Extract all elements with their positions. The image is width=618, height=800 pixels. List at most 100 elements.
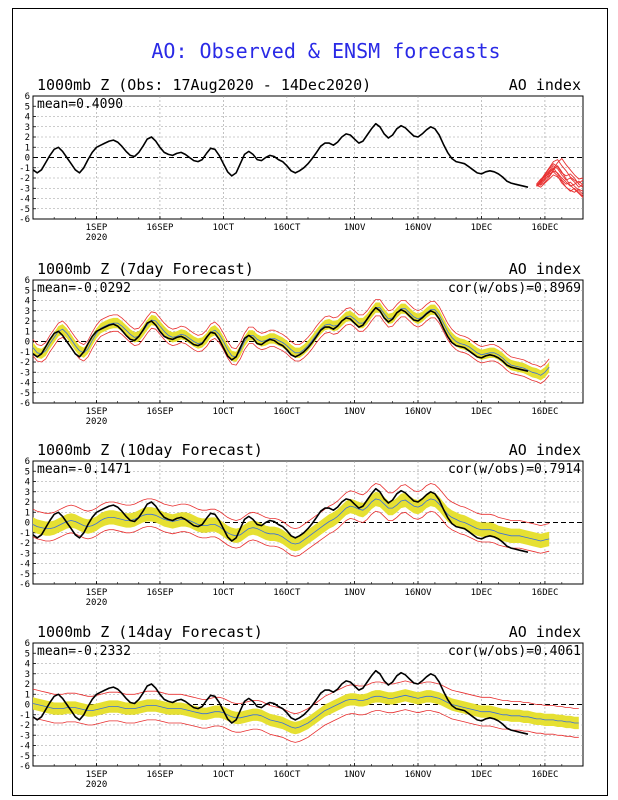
figure-frame <box>12 8 608 796</box>
series-ensemble_mean <box>32 307 550 376</box>
stat-correlation: cor(w/obs)=0.8969 <box>448 281 581 296</box>
x-tick-label: 1OCT <box>213 407 235 417</box>
series-observed <box>32 122 529 188</box>
panel-right-label: AO index <box>509 441 581 459</box>
y-tick-label: 0 <box>25 701 30 711</box>
y-tick-label: 5 <box>25 286 30 296</box>
series-spread_min <box>32 315 550 384</box>
x-tick-label: 1SEP <box>86 407 108 417</box>
x-tick-label: 16NOV <box>404 588 432 598</box>
y-tick-label: -5 <box>19 570 30 580</box>
y-tick-label: -4 <box>19 195 30 205</box>
y-tick-label: 2 <box>25 498 30 508</box>
y-tick-label: 1 <box>25 327 30 337</box>
y-tick-label: 5 <box>25 649 30 659</box>
y-tick-label: -2 <box>19 174 30 184</box>
x-tick-year: 2020 <box>86 417 108 427</box>
x-tick-label: 1SEP <box>86 770 108 780</box>
series-member-8 <box>536 171 584 197</box>
y-tick-label: 5 <box>25 467 30 477</box>
y-tick-label: 2 <box>25 133 30 143</box>
x-tick-label: 16SEP <box>146 407 174 417</box>
y-tick-label: 4 <box>25 660 30 670</box>
panel-2: 1000mb Z (7day Forecast) AO index6543210-… <box>19 260 584 427</box>
panel-title: 1000mb Z (10day Forecast) <box>37 441 263 459</box>
x-tick-label: 1NOV <box>344 588 366 598</box>
y-tick-label: -2 <box>19 358 30 368</box>
y-tick-label: 6 <box>25 276 30 286</box>
x-tick-label: 16NOV <box>404 770 432 780</box>
y-tick-label: 2 <box>25 317 30 327</box>
panel-right-label: AO index <box>509 260 581 278</box>
ensemble-spread-band <box>33 302 550 381</box>
ensemble-spread-band <box>33 491 550 552</box>
panel-4: 1000mb Z (14day Forecast) AO index 6543210… <box>19 623 584 790</box>
series-ensemble_mean <box>32 498 550 545</box>
stat-mean: mean=-0.2332 <box>37 644 131 659</box>
x-tick-label: 16SEP <box>146 770 174 780</box>
y-tick-label: -6 <box>19 399 30 409</box>
series-member-5 <box>536 159 584 187</box>
x-tick-label: 16OCT <box>273 770 301 780</box>
series-spread_max <box>32 680 579 715</box>
series-member-9 <box>536 165 584 188</box>
y-tick-label: 1 <box>25 143 30 153</box>
y-tick-label: -2 <box>19 539 30 549</box>
x-tick-label: 1OCT <box>213 770 235 780</box>
x-tick-label: 16NOV <box>404 407 432 417</box>
y-tick-label: -6 <box>19 215 30 225</box>
stat-correlation: cor(w/obs)=0.4061 <box>448 644 581 659</box>
series-spread_min <box>32 709 579 743</box>
x-tick-label: 1SEP <box>86 223 108 233</box>
x-tick-label: 16OCT <box>273 588 301 598</box>
panel-title: 1000mb Z (Obs: 17Aug2020 - 14Dec2020) <box>37 76 371 94</box>
series-observed <box>32 487 529 553</box>
x-tick-label: 16OCT <box>273 223 301 233</box>
y-tick-label: 3 <box>25 488 30 498</box>
x-tick-label: 1NOV <box>344 407 366 417</box>
x-tick-label: 1DEC <box>471 223 493 233</box>
stat-correlation: cor(w/obs)=0.7914 <box>448 462 581 477</box>
y-tick-label: -1 <box>19 529 30 539</box>
ensemble-spread-band <box>33 689 579 735</box>
x-tick-label: 16OCT <box>273 407 301 417</box>
y-tick-label: 3 <box>25 307 30 317</box>
y-tick-label: -1 <box>19 164 30 174</box>
series-member-4 <box>536 170 584 187</box>
y-tick-label: 6 <box>25 639 30 649</box>
y-tick-label: -3 <box>19 549 30 559</box>
y-tick-label: -6 <box>19 580 30 590</box>
x-tick-label: 1OCT <box>213 588 235 598</box>
y-tick-label: 4 <box>25 113 30 123</box>
series-spread_min <box>32 510 550 557</box>
series-ensemble_mean <box>32 694 579 729</box>
series-member-3 <box>536 163 584 188</box>
y-tick-label: 6 <box>25 92 30 102</box>
y-tick-label: -5 <box>19 389 30 399</box>
y-tick-label: -5 <box>19 752 30 762</box>
y-tick-label: 6 <box>25 457 30 467</box>
y-tick-label: 0 <box>25 519 30 529</box>
series-observed <box>32 669 529 735</box>
y-tick-label: 1 <box>25 508 30 518</box>
panel-right-label: AO index <box>509 623 581 641</box>
stat-mean: mean=-0.1471 <box>37 462 131 477</box>
series-spread_max <box>32 483 550 529</box>
x-tick-label: 16DEC <box>531 407 558 417</box>
y-tick-label: -1 <box>19 711 30 721</box>
y-tick-label: -4 <box>19 742 30 752</box>
y-tick-label: 4 <box>25 478 30 488</box>
y-tick-label: 2 <box>25 680 30 690</box>
x-tick-label: 16DEC <box>531 588 558 598</box>
y-tick-label: 1 <box>25 690 30 700</box>
stat-mean: mean=-0.0292 <box>37 281 131 296</box>
y-tick-label: 0 <box>25 154 30 164</box>
y-tick-label: 5 <box>25 102 30 112</box>
x-tick-year: 2020 <box>86 233 108 243</box>
panel-3: 1000mb Z (10day Forecast) AO index 6543210… <box>19 441 584 608</box>
series-member-1 <box>536 167 584 195</box>
x-tick-label: 1DEC <box>471 770 493 780</box>
x-tick-label: 1SEP <box>86 588 108 598</box>
x-tick-year: 2020 <box>86 598 108 608</box>
